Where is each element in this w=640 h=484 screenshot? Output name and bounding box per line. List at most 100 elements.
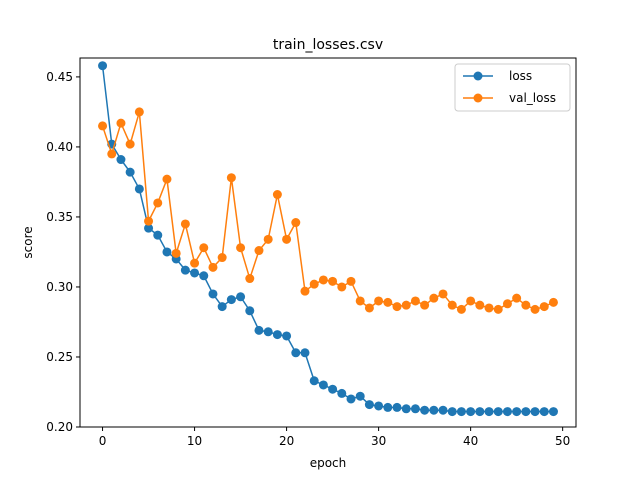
x-tick-label: 30 [371,434,386,448]
data-point-loss [263,327,273,337]
data-point-val-loss [263,234,273,244]
data-point-val-loss [272,190,282,200]
data-point-val-loss [300,286,310,296]
x-tick-label: 40 [463,434,478,448]
data-point-loss [466,407,476,417]
data-point-val-loss [521,300,531,310]
series-val-loss [98,107,558,314]
data-point-val-loss [530,304,540,314]
data-point-val-loss [144,216,154,226]
data-point-loss [272,330,282,340]
data-point-val-loss [502,299,512,309]
data-point-val-loss [383,297,393,307]
y-tick-label: 0.25 [46,350,73,364]
data-point-loss [236,292,246,302]
data-point-val-loss [217,253,227,263]
data-point-loss [493,407,503,417]
data-point-loss [401,404,411,414]
data-point-val-loss [153,198,163,208]
data-point-val-loss [548,297,558,307]
legend-marker-loss [473,71,483,81]
data-point-loss [144,223,154,233]
data-point-loss [337,388,347,398]
data-point-val-loss [328,276,338,286]
y-tick-label: 0.30 [46,280,73,294]
data-point-val-loss [484,303,494,313]
data-point-loss [429,405,439,415]
data-point-val-loss [162,174,172,184]
data-point-val-loss [447,300,457,310]
data-point-loss [521,407,531,417]
data-point-val-loss [420,300,430,310]
series-loss [98,61,558,417]
data-point-loss [364,400,374,410]
x-axis-label: epoch [310,456,347,470]
data-point-loss [374,401,384,411]
data-point-val-loss [337,282,347,292]
data-point-loss [328,384,338,394]
data-point-loss [484,407,494,417]
data-point-val-loss [125,139,135,149]
data-point-val-loss [98,121,108,131]
data-point-loss [116,155,126,165]
legend-marker-val-loss [473,93,483,103]
data-point-val-loss [392,302,402,312]
data-point-val-loss [401,300,411,310]
data-point-val-loss [208,262,218,272]
legend: loss val_loss [454,63,571,112]
data-point-loss [392,402,402,412]
data-point-val-loss [438,289,448,299]
data-point-val-loss [134,107,144,117]
data-point-val-loss [346,276,356,286]
data-point-val-loss [456,304,466,314]
data-point-loss [502,407,512,417]
data-point-val-loss [291,218,301,228]
data-point-loss [291,348,301,358]
data-point-val-loss [318,275,328,285]
x-tick-label: 20 [279,434,294,448]
data-point-val-loss [116,118,126,128]
data-point-loss [539,407,549,417]
x-axis-ticks: 0 10 20 30 40 50 [99,427,570,448]
data-point-loss [300,348,310,358]
data-point-val-loss [429,293,439,303]
data-point-loss [226,295,236,305]
data-point-loss [245,306,255,316]
data-point-loss [512,407,522,417]
data-point-val-loss [512,293,522,303]
data-point-val-loss [466,296,476,306]
data-point-loss [410,404,420,414]
data-point-loss [254,325,264,335]
data-point-loss [134,184,144,194]
data-point-val-loss [254,246,264,256]
data-point-val-loss [364,303,374,313]
y-tick-label: 0.45 [46,70,73,84]
data-point-loss [282,331,292,341]
data-point-loss [162,247,172,257]
data-point-loss [208,289,218,299]
data-point-loss [447,407,457,417]
data-point-loss [456,407,466,417]
data-point-val-loss [410,296,420,306]
data-point-val-loss [475,300,485,310]
data-point-val-loss [309,279,319,289]
data-point-val-loss [180,219,190,229]
data-point-val-loss [190,258,200,268]
x-tick-label: 50 [555,434,570,448]
data-point-loss [309,376,319,386]
legend-label-val-loss: val_loss [509,91,556,105]
y-tick-label: 0.20 [46,420,73,434]
data-point-val-loss [236,243,246,253]
data-point-loss [420,405,430,415]
data-point-val-loss [171,248,181,258]
data-point-loss [530,407,540,417]
data-point-val-loss [245,274,255,284]
data-point-val-loss [355,296,365,306]
data-point-loss [153,230,163,240]
data-point-loss [383,402,393,412]
data-point-val-loss [107,149,117,159]
data-point-loss [217,302,227,312]
data-point-loss [548,407,558,417]
data-point-loss [438,405,448,415]
